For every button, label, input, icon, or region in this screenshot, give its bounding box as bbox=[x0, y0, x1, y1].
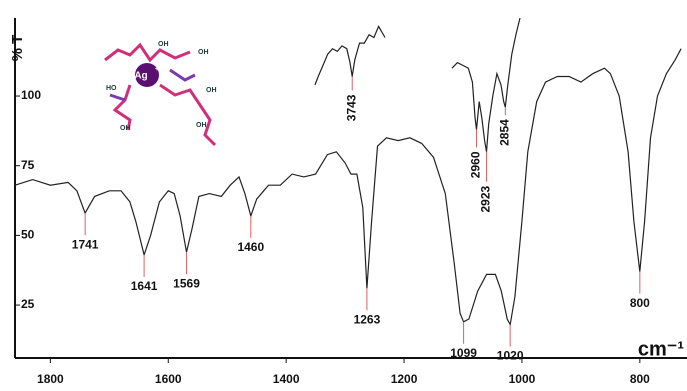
group-label: OH bbox=[198, 49, 209, 56]
molecule-bond bbox=[105, 45, 190, 60]
peak-label: 1641 bbox=[131, 279, 158, 293]
molecule-bond bbox=[115, 85, 130, 130]
x-tick-label: 1000 bbox=[509, 372, 536, 386]
x-tick-label: 1800 bbox=[37, 372, 64, 386]
peak-label: 800 bbox=[630, 296, 650, 310]
y-tick-label: 50 bbox=[21, 228, 35, 242]
group-label: OH bbox=[206, 87, 217, 94]
molecule-bond bbox=[160, 85, 215, 145]
peak-label: 1099 bbox=[450, 346, 477, 360]
group-label: HO bbox=[106, 85, 117, 92]
y-tick-label: 25 bbox=[21, 297, 35, 311]
group-label: OH bbox=[196, 122, 207, 129]
chart: % T cm⁻¹ Ag + 25 50 75 100 1800 1600 1400 1200 1… bbox=[0, 0, 687, 391]
inset-line bbox=[315, 26, 385, 85]
x-tick-label: 1400 bbox=[273, 372, 300, 386]
y-tick-label: 75 bbox=[21, 158, 35, 172]
peak-label: 1460 bbox=[237, 240, 264, 254]
peak-label: 1741 bbox=[72, 237, 99, 251]
x-tick-label: 1200 bbox=[391, 372, 418, 386]
peak-label: 3743 bbox=[344, 94, 358, 121]
group-label: OH bbox=[120, 125, 131, 132]
y-tick-label: 100 bbox=[21, 88, 41, 102]
x-tick-label: 1600 bbox=[155, 372, 182, 386]
x-axis-label: cm⁻¹ bbox=[638, 338, 684, 360]
peak-label: 1020 bbox=[497, 349, 524, 363]
peak-label: 2960 bbox=[469, 151, 483, 178]
x-tick-label: 800 bbox=[630, 372, 650, 386]
group-label: OH bbox=[158, 41, 169, 48]
peak-label: 2923 bbox=[479, 185, 493, 212]
peak-label: 1569 bbox=[173, 276, 200, 290]
metal-charge: + bbox=[155, 66, 159, 73]
peak-label: 2854 bbox=[497, 119, 511, 146]
metal-label: Ag bbox=[134, 71, 147, 82]
peak-label: 1263 bbox=[354, 312, 381, 326]
y-axis-label: % T bbox=[9, 35, 26, 62]
